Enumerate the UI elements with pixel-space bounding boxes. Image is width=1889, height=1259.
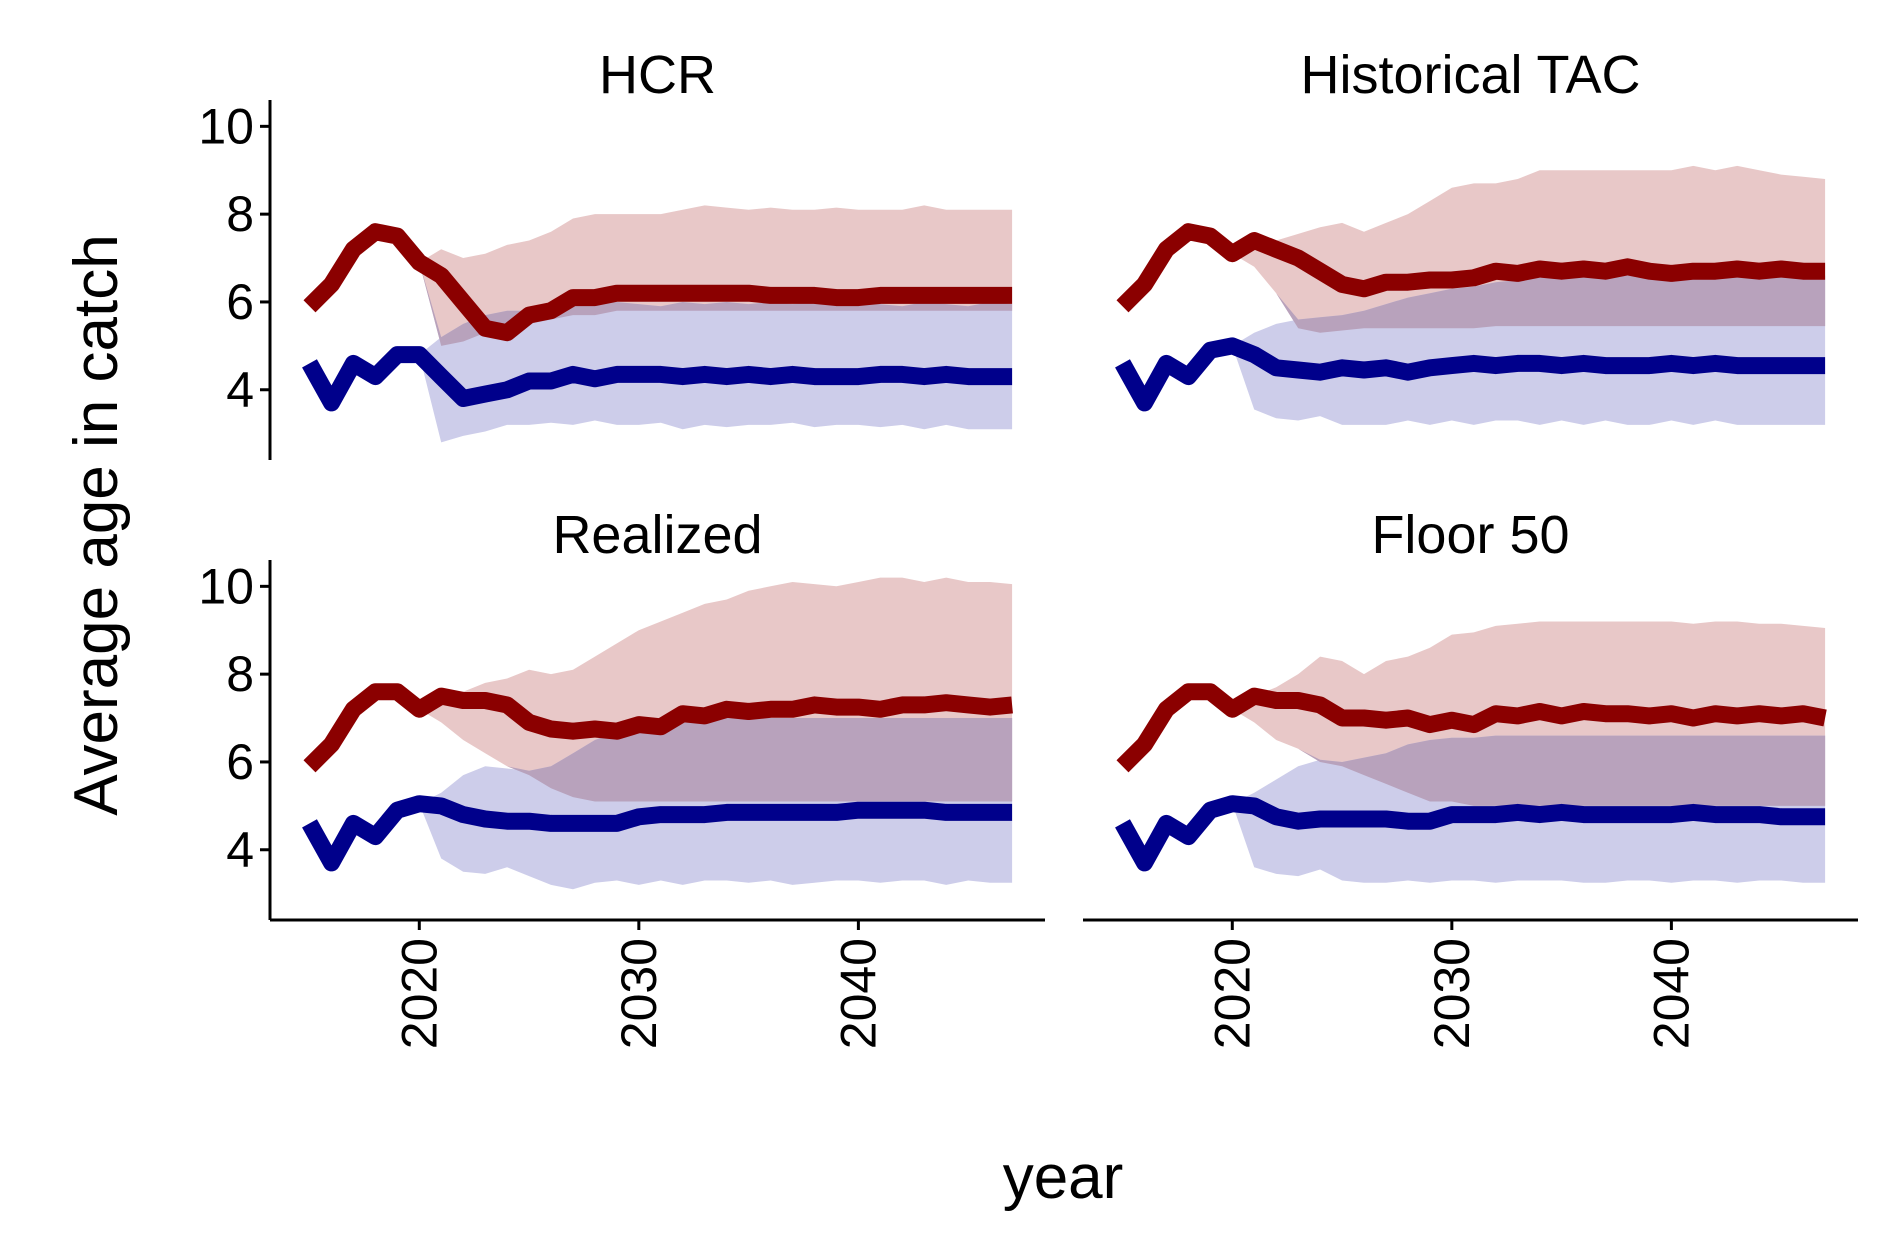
- panels-group: HCR 4 6 8 10 Historical TAC Realized 4 6 8 10 2020 2…: [198, 45, 1858, 1049]
- y-tick-label: 10: [198, 558, 254, 614]
- blue-median-line: [302, 795, 1013, 872]
- red-median-line: [303, 683, 1013, 773]
- y-tick-label: 10: [198, 98, 254, 154]
- blue-median-line: [1115, 795, 1826, 872]
- red-median-line: [1116, 683, 1827, 773]
- x-tick-label: 2030: [611, 938, 667, 1049]
- x-tick-label: 2040: [830, 938, 886, 1049]
- panel-title: Floor 50: [1371, 505, 1569, 565]
- red-median-line: [303, 223, 1013, 342]
- y-tick-label: 6: [226, 274, 254, 330]
- red-median-line: [1116, 223, 1826, 313]
- y-axis-title: Average age in catch: [62, 234, 131, 815]
- panel-title: Realized: [552, 505, 762, 565]
- band-overlap: [419, 262, 1013, 346]
- y-tick-label: 4: [226, 362, 254, 418]
- panel-title: Historical TAC: [1300, 45, 1640, 105]
- panel-title: HCR: [599, 45, 716, 105]
- x-tick-label: 2020: [1204, 938, 1260, 1049]
- blue-median-line: [1115, 337, 1826, 412]
- band-overlap: [1232, 709, 1826, 806]
- y-tick-label: 4: [226, 822, 254, 878]
- x-tick-label: 2020: [391, 938, 447, 1049]
- panel-0: HCR 4 6 8 10: [198, 45, 1013, 460]
- y-tick-label: 6: [226, 734, 254, 790]
- blue-median-line: [302, 346, 1013, 412]
- y-tick-label: 8: [226, 186, 254, 242]
- panel-2: Realized 4 6 8 10 2020 2030 2040: [198, 505, 1045, 1049]
- band-overlap: [1232, 253, 1826, 333]
- y-tick-label: 8: [226, 646, 254, 702]
- x-tick-label: 2040: [1643, 938, 1699, 1049]
- x-axis-title: year: [1003, 1143, 1124, 1212]
- x-tick-label: 2030: [1424, 938, 1480, 1049]
- band-overlap: [419, 709, 1013, 802]
- panel-3: Floor 50 2020 2030 2040: [1083, 505, 1858, 1049]
- panel-1: Historical TAC: [1115, 45, 1826, 425]
